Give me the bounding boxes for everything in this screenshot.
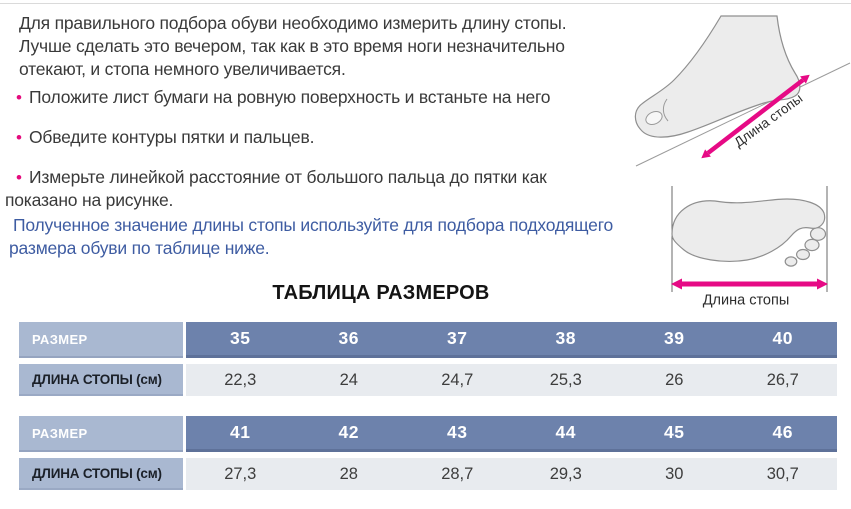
- bullet-item-measure-ruler: • Измерьте линейкой расстояние от большог…: [5, 166, 547, 212]
- measure-baseline: [635, 62, 851, 167]
- toe: [784, 256, 798, 267]
- toe: [804, 238, 820, 252]
- length-cell: 30,7: [728, 458, 837, 490]
- intro-line: Для правильного подбора обуви необходимо…: [19, 13, 567, 33]
- size-chart-title: ТАБЛИЦА РАЗМЕРОВ: [272, 282, 490, 304]
- length-cell: 24,7: [403, 364, 512, 396]
- size-cells: 35 36 37 38 39 40: [186, 322, 837, 358]
- bullet-text-wrap: показано на рисунке.: [5, 190, 174, 210]
- toenail: [645, 110, 663, 126]
- arrowhead-left: [671, 278, 682, 290]
- top-divider: [0, 3, 851, 4]
- note-line: размера обуви по таблице ниже.: [9, 238, 270, 258]
- bullet-text: Измерьте линейкой расстояние от большого…: [29, 167, 547, 187]
- foot-outline: [634, 15, 801, 138]
- note-line: Полученное значение длины стопы использу…: [13, 215, 614, 235]
- size-cell: 38: [511, 322, 620, 358]
- size-cell: 37: [403, 322, 512, 358]
- size-cell: 40: [728, 322, 837, 358]
- size-cell: 42: [294, 416, 403, 452]
- bullet-line: • Измерьте линейкой расстояние от большог…: [16, 166, 547, 189]
- intro-paragraph: Для правильного подбора обуви необходимо…: [19, 12, 567, 81]
- size-cell: 35: [186, 322, 295, 358]
- length-data-row: ДЛИНА СТОПЫ (см) 22,3 24 24,7 25,3 26 26…: [19, 364, 837, 396]
- size-cell: 36: [294, 322, 403, 358]
- size-row-label: РАЗМЕР: [19, 416, 183, 452]
- bullet-item-place-paper: • Положите лист бумаги на ровную поверхно…: [16, 86, 551, 109]
- measure-arrow: [706, 78, 805, 155]
- arrowhead-right: [817, 278, 828, 290]
- length-cell: 26: [620, 364, 729, 396]
- size-cell: 43: [403, 416, 512, 452]
- size-cell: 41: [186, 416, 295, 452]
- bullet-text: Обведите контуры пятки и пальцев.: [29, 127, 315, 147]
- toe: [796, 248, 811, 261]
- length-cell: 24: [294, 364, 403, 396]
- length-cell: 28: [294, 458, 403, 490]
- length-cell: 29,3: [511, 458, 620, 490]
- bullet-dot: •: [16, 128, 22, 147]
- length-data-row: ДЛИНА СТОПЫ (см) 27,3 28 28,7 29,3 30 30…: [19, 458, 837, 490]
- toe-separation-line: [662, 98, 669, 122]
- bullet-item-trace-contour: • Обведите контуры пятки и пальцев.: [16, 126, 314, 149]
- bullet-dot: •: [16, 168, 22, 187]
- sole-outline: [671, 198, 826, 262]
- size-header-row: РАЗМЕР 35 36 37 38 39 40: [19, 322, 837, 358]
- size-cell: 39: [620, 322, 729, 358]
- bullet-dot: •: [16, 88, 22, 107]
- length-row-label: ДЛИНА СТОПЫ (см): [19, 458, 183, 490]
- length-cell: 25,3: [511, 364, 620, 396]
- length-cell: 28,7: [403, 458, 512, 490]
- foot-length-label: Длина стопы: [703, 293, 790, 309]
- length-cell: 26,7: [728, 364, 837, 396]
- size-cells: 41 42 43 44 45 46: [186, 416, 837, 452]
- length-cell: 27,3: [186, 458, 295, 490]
- intro-line: отекают, и стопа немного увеличивается.: [19, 59, 346, 79]
- length-cell: 30: [620, 458, 729, 490]
- size-table-35-40: РАЗМЕР 35 36 37 38 39 40 ДЛИНА СТОПЫ (см…: [19, 322, 837, 396]
- arrowhead-left: [701, 149, 711, 159]
- size-row-label: РАЗМЕР: [19, 322, 183, 358]
- size-cell: 46: [728, 416, 837, 452]
- foot-sole-illustration: Длина стопы: [671, 186, 828, 309]
- intro-line: Лучше сделать это вечером, так как в это…: [19, 36, 565, 56]
- toe: [809, 227, 827, 241]
- length-cells: 22,3 24 24,7 25,3 26 26,7: [186, 364, 837, 396]
- bullet-text: Положите лист бумаги на ровную поверхнос…: [29, 87, 551, 107]
- length-cells: 27,3 28 28,7 29,3 30 30,7: [186, 458, 837, 490]
- size-cell: 44: [511, 416, 620, 452]
- measurement-note: Полученное значение длины стопы использу…: [9, 214, 613, 260]
- size-cell: 45: [620, 416, 729, 452]
- length-row-label: ДЛИНА СТОПЫ (см): [19, 364, 183, 396]
- foot-side-illustration: Длина стопы: [634, 15, 851, 167]
- length-cell: 22,3: [186, 364, 295, 396]
- size-header-row: РАЗМЕР 41 42 43 44 45 46: [19, 416, 837, 452]
- size-table-41-46: РАЗМЕР 41 42 43 44 45 46 ДЛИНА СТОПЫ (см…: [19, 416, 837, 490]
- arrowhead-right: [800, 74, 810, 84]
